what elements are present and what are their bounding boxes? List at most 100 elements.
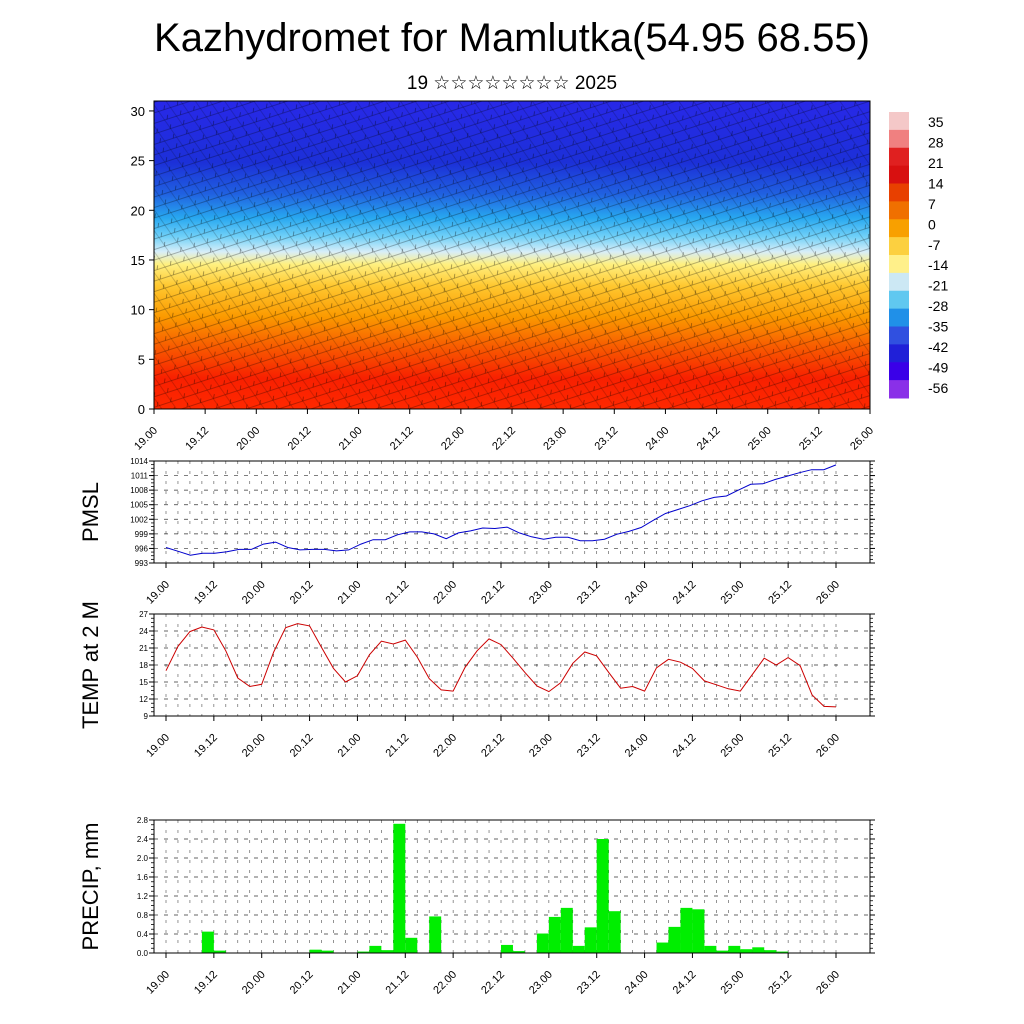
y-tick-label: 15 [131,253,145,268]
x-tick-label: 25.00 [746,425,774,453]
x-tick-label: 23.00 [541,425,569,453]
cross-section-plot: 0 5 10 15 20 25 30 19.00 19.12 20.00 20.12 21.00 21.… [131,100,948,453]
x-tick-label: 25.00 [718,732,746,760]
x-tick-label: 21.00 [336,732,364,760]
x-tick-label: 23.00 [527,732,555,760]
precip-bar [405,937,418,953]
x-tick-label: 24.00 [623,732,651,760]
colorbar-label: -42 [928,339,948,355]
colorbar-label: 0 [928,216,936,232]
x-tick-label: 19.00 [132,425,160,453]
y-tick-label: 1.2 [137,892,149,901]
x-tick-label: 19.12 [192,969,220,997]
x-tick-label: 20.12 [288,969,316,997]
x-tick-label: 24.12 [695,425,723,453]
x-tick-label: 24.00 [644,425,672,453]
colorbar-swatch [889,380,909,399]
y-tick-label: 9 [144,712,149,721]
x-tick-label: 22.12 [479,579,507,607]
colorbar-swatch [889,237,909,256]
x-tick-label: 23.12 [575,969,603,997]
x-tick-label: 20.00 [234,425,262,453]
series-line [165,623,837,708]
y-tick-label: 24 [139,627,148,636]
y-axis-label: PMSL [78,482,103,542]
y-tick-label: 999 [135,530,149,539]
y-tick-label: 27 [139,610,148,619]
colorbar-swatch [889,326,909,345]
x-tick-label: 23.00 [527,579,555,607]
colorbar-swatch [889,272,909,292]
x-tick-label: 21.00 [336,579,364,607]
colorbar-label: -14 [928,257,948,273]
x-tick-label: 21.12 [383,579,411,607]
series-line [165,464,837,556]
plot-frame [153,819,871,954]
y-tick-label: 0.8 [137,911,149,920]
x-tick-label: 21.12 [383,969,411,997]
y-tick-label: 1005 [130,501,148,510]
x-tick-label: 25.00 [718,969,746,997]
x-tick-label: 19.00 [144,579,172,607]
precip-bar [393,823,406,953]
plot-frame [153,460,871,564]
colorbar-swatch [889,344,909,363]
x-tick-label: 24.12 [671,732,699,760]
colorbar-swatch [889,255,909,274]
x-tick-label: 22.00 [431,732,459,760]
colorbar-swatch [889,165,909,184]
y-tick-label: 2.4 [137,835,149,844]
precip-panel: 0.0 0.4 0.8 1.2 1.6 2.0 2.4 2.8 19.00 19.12 20.00 2… [78,816,875,997]
x-tick-label: 19.12 [183,425,211,453]
x-tick-label: 23.12 [575,732,603,760]
y-tick-label: 10 [131,303,145,318]
precip-bar [560,907,573,953]
precip-bar [429,916,442,953]
x-tick-label: 23.00 [527,969,555,997]
colorbar-label: -56 [928,380,948,396]
pmsl-panel: 993 996 999 1002 1005 1008 1011 1014 19.00 19.12 2… [78,457,875,607]
y-tick-label: 12 [139,695,148,704]
x-tick-label: 20.12 [286,425,314,453]
precip-bar [584,927,597,953]
x-tick-label: 19.00 [144,732,172,760]
precip-bar [752,947,765,953]
x-tick-label: 22.12 [479,732,507,760]
precip-bar [728,945,741,953]
y-tick-label: 1014 [130,457,148,466]
x-tick-label: 25.00 [718,579,746,607]
y-tick-label: 1011 [131,472,149,481]
precip-bar [548,916,561,953]
y-tick-label: 21 [139,644,148,653]
x-tick-label: 25.12 [766,969,794,997]
x-tick-label: 26.00 [848,425,876,453]
y-tick-label: 1.6 [137,873,149,882]
x-tick-label: 26.00 [814,732,842,760]
colorbar-label: -21 [928,278,948,294]
precip-bar [692,909,705,953]
x-tick-label: 21.12 [383,732,411,760]
precip-bar [764,950,777,953]
y-tick-label: 30 [131,104,145,119]
y-tick-label: 15 [139,678,148,687]
precip-bar [213,950,226,953]
x-tick-label: 25.12 [766,732,794,760]
x-tick-label: 25.12 [797,425,825,453]
colorbar-swatch [889,183,909,202]
precip-bar [704,945,717,953]
y-tick-label: 20 [131,203,145,218]
x-tick-label: 20.12 [288,579,316,607]
y-tick-label: 5 [138,352,145,367]
x-tick-label: 22.00 [439,425,467,453]
streamlines [154,101,870,409]
y-tick-label: 25 [131,154,145,169]
precip-bar [608,911,621,953]
colorbar-label: -35 [928,319,948,335]
x-tick-label: 24.12 [671,969,699,997]
colorbar-label: 28 [928,134,944,150]
precip-bar [740,949,753,953]
precip-bar [501,944,513,953]
y-tick-label: 0 [138,402,145,417]
colorbar-swatch [889,129,909,149]
colorbar-label: -49 [928,360,948,376]
